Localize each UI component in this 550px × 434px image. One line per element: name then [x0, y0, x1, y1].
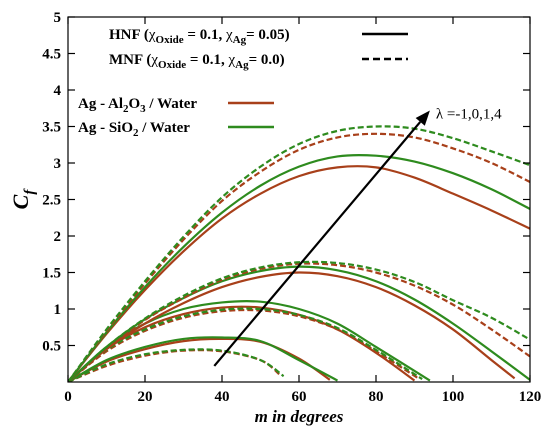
legend: λ =-1,0,1,4 HNF (χOxide = 0.1, χAg= 0.05)… — [78, 27, 502, 367]
series-line-7 — [68, 307, 423, 382]
series-line-11 — [68, 260, 530, 382]
series-line-12 — [68, 165, 530, 382]
y-tick-label: 3 — [54, 156, 62, 172]
x-axis-label: m in degrees — [255, 407, 344, 426]
x-tick-label: 120 — [519, 389, 542, 405]
series-line-4 — [68, 305, 416, 382]
y-tick-label: 2 — [54, 229, 62, 245]
series-line-3 — [68, 348, 285, 382]
legend-color-label-1: Ag - SiO2 / Water — [78, 120, 190, 139]
x-tick-label: 80 — [369, 389, 384, 405]
y-tick-label: 5 — [54, 10, 62, 26]
lambda-arrow-head — [415, 110, 430, 126]
x-tick-label: 20 — [138, 389, 153, 405]
series-line-0 — [68, 337, 331, 382]
y-axis-label: Cf — [8, 188, 38, 210]
plot-area — [68, 125, 530, 382]
series-line-6 — [68, 308, 419, 382]
legend-style-label-0: HNF (χOxide = 0.1, χAg= 0.05) — [109, 27, 290, 46]
series-line-13 — [68, 153, 530, 382]
axes: 0 20 40 60 80 100 120 0.5 1 1.5 2 2.5 3 3.5 4 4.5 5 m in … — [8, 10, 541, 426]
series-line-10 — [68, 262, 530, 382]
x-tick-label: 60 — [292, 389, 307, 405]
y-tick-label: 4.5 — [42, 47, 61, 63]
y-tick-label: 2.5 — [42, 193, 61, 209]
lambda-arrow-shaft — [213, 121, 422, 367]
legend-style-label-1: MNF (χOxide = 0.1, χAg= 0.0) — [109, 52, 285, 71]
series-line-15 — [68, 125, 530, 382]
x-tick-label: 100 — [442, 389, 465, 405]
y-tick-label: 1.5 — [42, 266, 61, 282]
y-tick-label: 1 — [54, 302, 62, 318]
x-tick-label: 0 — [64, 389, 72, 405]
y-tick-label: 0.5 — [42, 339, 61, 355]
y-tick-label: 4 — [54, 83, 62, 99]
series-line-8 — [68, 271, 516, 382]
y-tick-label: 3.5 — [42, 120, 61, 136]
lambda-annotation: λ =-1,0,1,4 — [436, 106, 502, 122]
series-line-14 — [68, 132, 530, 382]
series-line-1 — [68, 336, 339, 382]
x-tick-label: 40 — [215, 389, 230, 405]
legend-color-label-0: Ag - Al2O3 / Water — [78, 96, 197, 115]
